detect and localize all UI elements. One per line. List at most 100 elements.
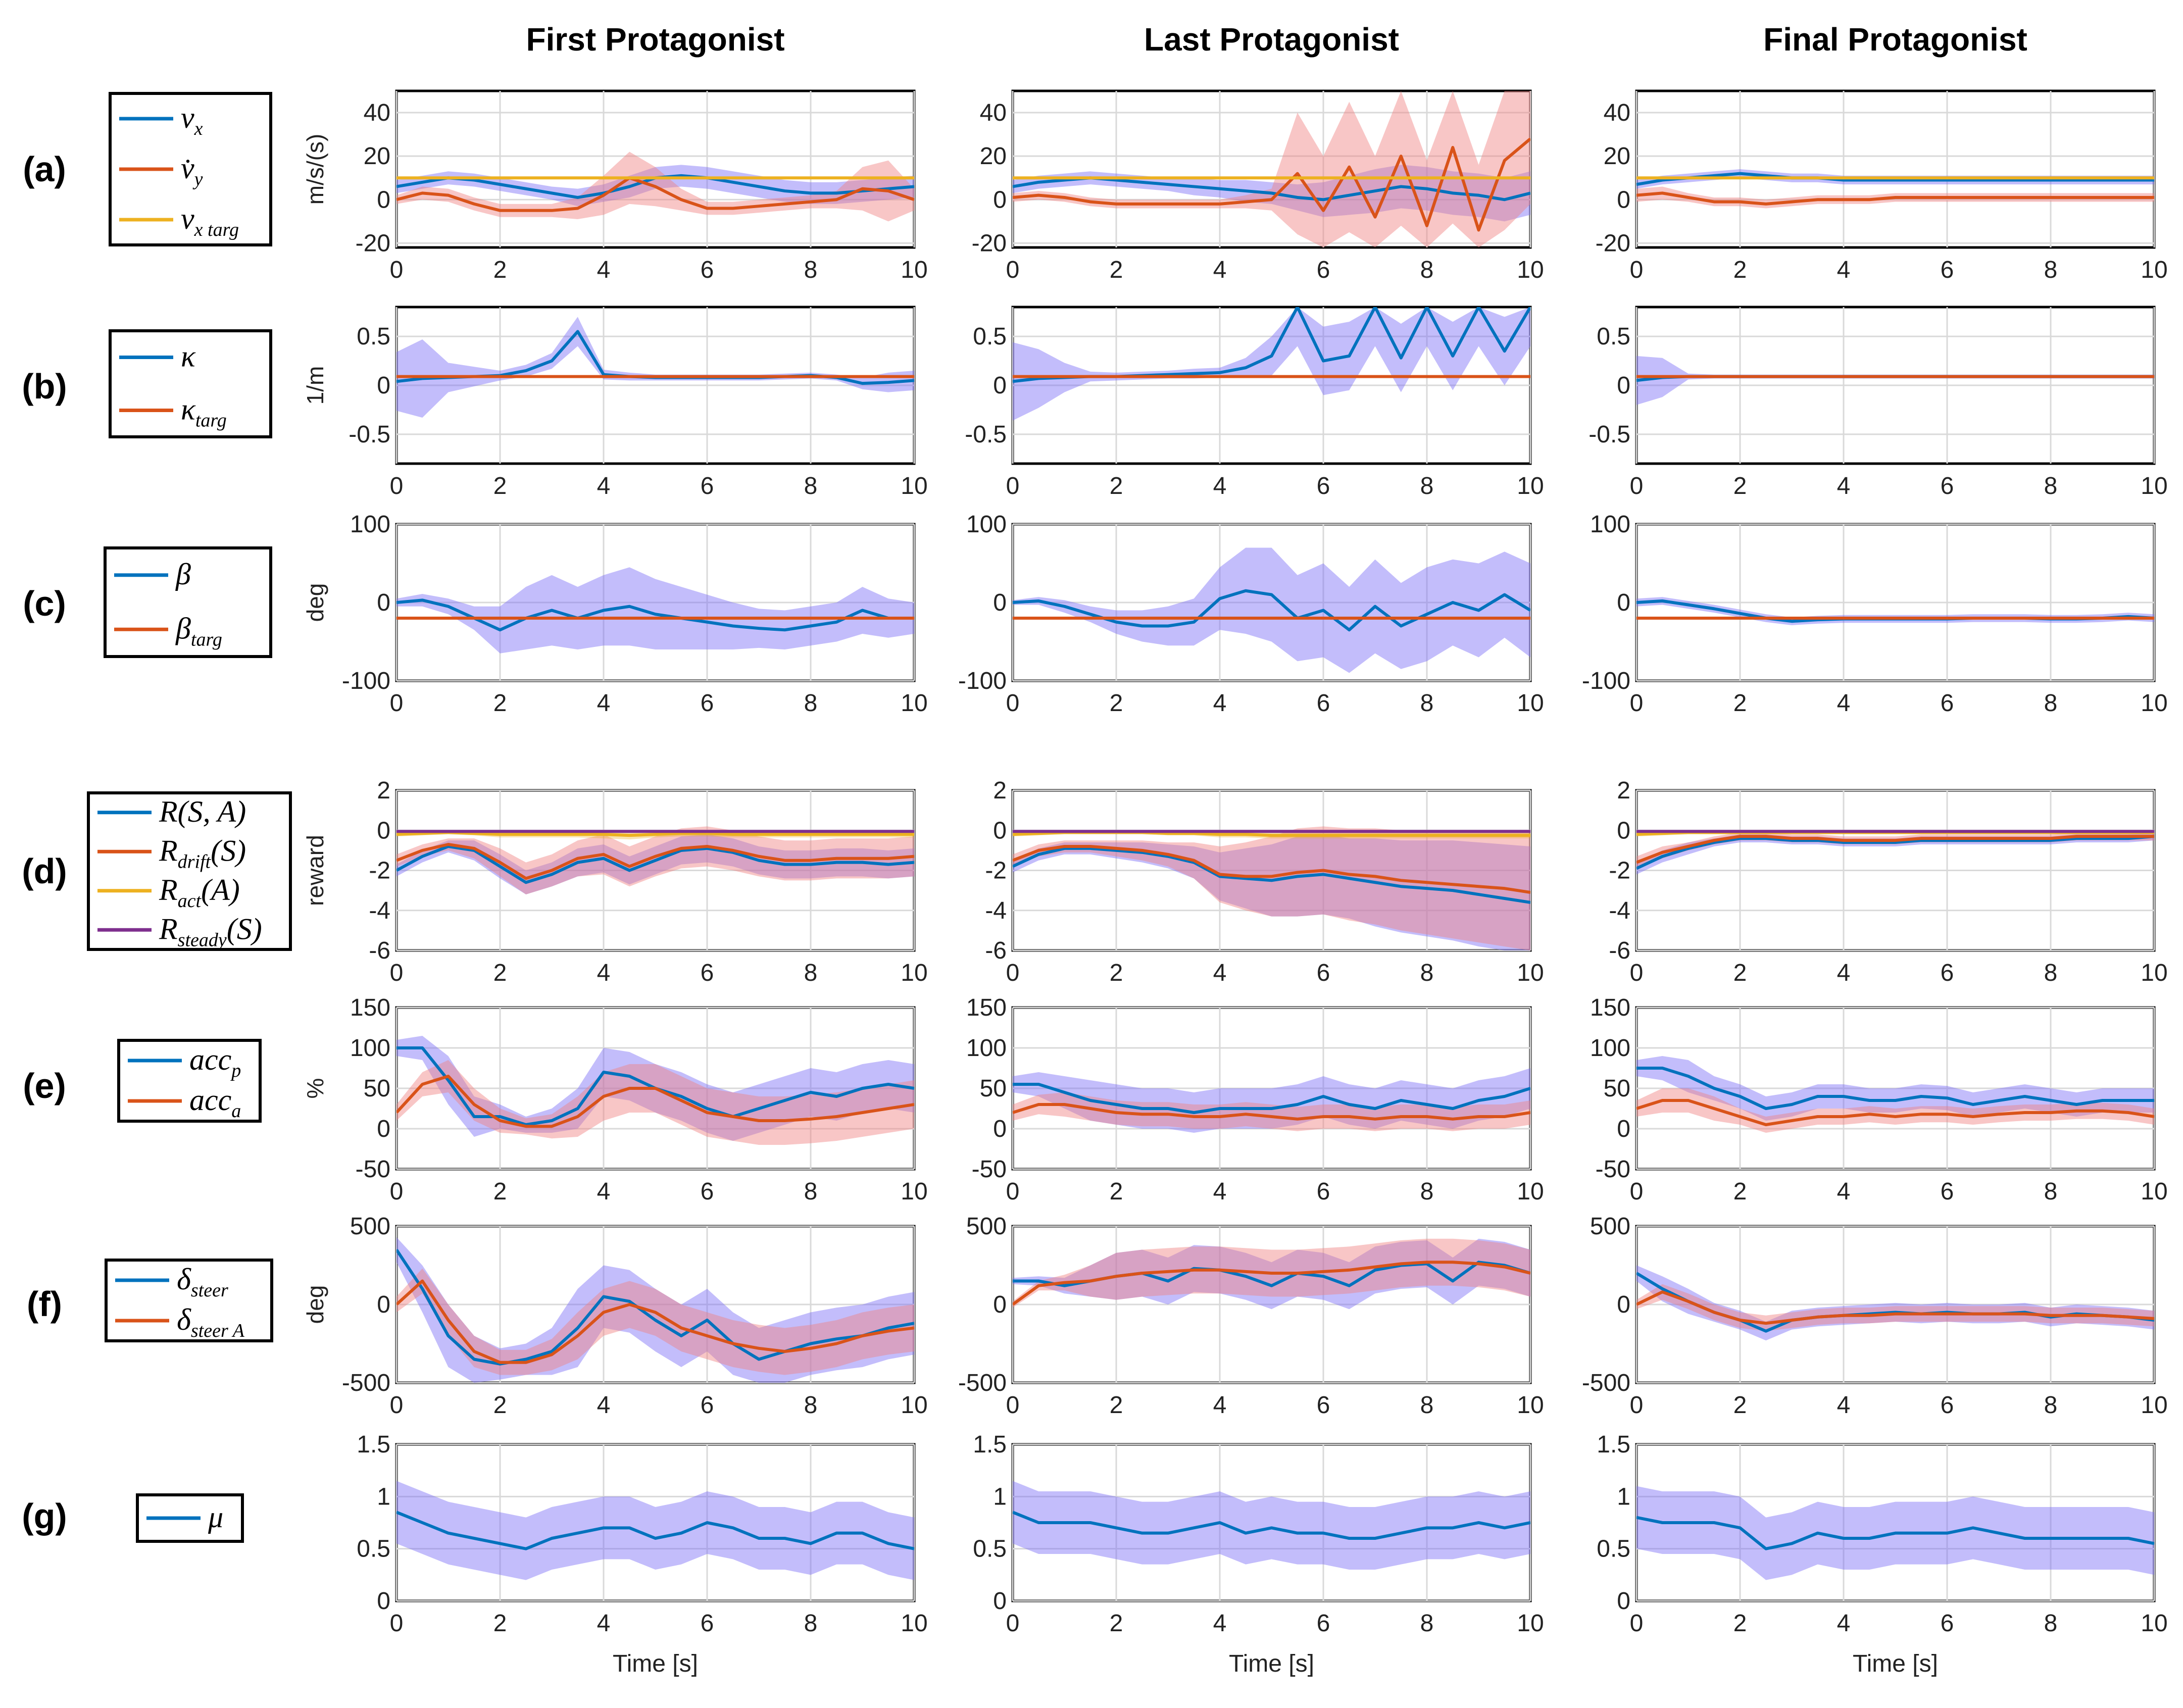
- x-tick-label: 4: [1837, 473, 1851, 499]
- x-axis-label: Time [s]: [1229, 1650, 1314, 1677]
- x-tick-label: 2: [493, 1178, 507, 1205]
- x-tick-label: 10: [901, 1178, 927, 1205]
- x-tick-label: 6: [1317, 257, 1330, 283]
- y-tick-label: 0: [993, 1291, 1007, 1318]
- band-acc-a: [1636, 1088, 2154, 1133]
- y-tick-labels: -0.5 0 0.5: [1589, 323, 1630, 448]
- y-tick-label: 0: [993, 817, 1007, 844]
- legend-entry: δsteer A: [177, 1303, 245, 1341]
- x-tick-label: 2: [1733, 1392, 1747, 1419]
- x-tick-label: 4: [1837, 1178, 1851, 1205]
- y-tick-label: 0: [377, 1588, 390, 1615]
- line-acc-p: [1013, 1083, 1530, 1114]
- panel-g-1: 0 0.5 1 1.5 0 2 4 6 8 10 Time [s]: [357, 1431, 927, 1677]
- row-label-3: (c): [23, 584, 66, 623]
- legend-subscript: steady: [178, 929, 227, 950]
- legend-symbol: β: [175, 612, 191, 645]
- line-v-x: [1636, 172, 2154, 186]
- legend-symbol: R: [159, 912, 178, 945]
- legend-entry: β: [175, 558, 191, 591]
- y-tick-label: -2: [985, 858, 1007, 884]
- x-tick-labels: 0 2 4 6 8 10: [1006, 1178, 1544, 1205]
- row-label-7: (g): [22, 1496, 67, 1536]
- y-tick-label: 0: [1617, 372, 1630, 399]
- x-tick-labels: 0 2 4 6 8 10: [1630, 257, 2168, 283]
- x-tick-label: 10: [2141, 1178, 2167, 1205]
- x-tick-label: 8: [2044, 690, 2058, 717]
- x-tick-label: 4: [597, 257, 611, 283]
- x-tick-labels: 0 2 4 6 8 10: [1630, 1178, 2168, 1205]
- column-title-3: Final Protagonist: [1763, 21, 2027, 58]
- x-tick-label: 6: [1941, 473, 1954, 499]
- band-R-S-A-: [1636, 832, 2154, 875]
- x-tick-label: 4: [597, 1610, 611, 1637]
- y-tick-label: 0.5: [973, 1536, 1007, 1563]
- y-tick-labels: -20 0 20 40: [356, 99, 390, 257]
- axes-frame: [1635, 89, 2156, 249]
- gridlines: [1635, 523, 2155, 682]
- y-tick-label: 2: [377, 777, 390, 804]
- y-tick-label: 0.5: [357, 1536, 390, 1563]
- y-tick-labels: -50 0 50 100 150: [350, 994, 390, 1183]
- x-tick-label: 0: [1630, 690, 1644, 717]
- y-tick-label: -100: [1582, 668, 1630, 694]
- x-tick-label: 0: [1006, 1178, 1020, 1205]
- line--: [1013, 1511, 1530, 1540]
- y-tick-labels: 0 0.5 1 1.5: [973, 1431, 1007, 1615]
- series-layer: [396, 317, 914, 418]
- x-tick-label: 2: [1733, 1178, 1747, 1205]
- y-axis-label: m/s/(s): [302, 134, 328, 205]
- y-tick-label: 20: [980, 143, 1007, 170]
- x-tick-labels: 0 2 4 6 8 10: [1630, 690, 2168, 717]
- x-tick-label: 8: [1420, 1392, 1434, 1419]
- y-tick-label: 500: [350, 1213, 390, 1240]
- y-tick-label: 500: [966, 1213, 1007, 1240]
- x-tick-label: 10: [901, 1392, 927, 1419]
- x-tick-label: 0: [1006, 473, 1020, 499]
- x-tick-label: 8: [1420, 960, 1434, 986]
- legend-subscript: x targ: [194, 219, 239, 240]
- x-tick-label: 0: [1006, 960, 1020, 986]
- x-tick-label: 2: [1110, 690, 1123, 717]
- x-tick-label: 6: [1941, 257, 1954, 283]
- series-layer: [1013, 1481, 1530, 1570]
- line-R-drift-S-: [1013, 844, 1530, 894]
- y-tick-label: 0: [377, 372, 390, 399]
- y-tick-label: -100: [342, 668, 390, 694]
- line--steer-A: [1636, 1290, 2154, 1325]
- gridlines: [1012, 307, 1531, 464]
- legend-entry: R(S, A): [159, 795, 246, 828]
- legend-symbol: δ: [177, 1263, 191, 1296]
- line-acc-a: [1013, 1103, 1530, 1121]
- row-label-1: (a): [23, 149, 66, 189]
- x-tick-label: 6: [701, 473, 714, 499]
- gridlines: [1012, 1225, 1531, 1384]
- series-layer: [1636, 1486, 2154, 1580]
- x-tick-label: 4: [597, 473, 611, 499]
- y-tick-label: 20: [364, 143, 390, 170]
- y-axis-label: deg: [302, 583, 328, 622]
- x-tick-label: 10: [1517, 1178, 1544, 1205]
- legend-entry: δsteer: [177, 1263, 228, 1301]
- x-tick-label: 8: [2044, 1178, 2058, 1205]
- y-tick-label: -50: [356, 1156, 390, 1183]
- line-acc-p: [1636, 1067, 2154, 1110]
- y-tick-label: 100: [966, 511, 1007, 538]
- y-tick-label: -2: [1609, 858, 1630, 884]
- x-axis-label: Time [s]: [1853, 1650, 1938, 1677]
- series-layer: [396, 1036, 914, 1145]
- row-label-5: (e): [23, 1066, 66, 1106]
- y-tick-labels: 0 0.5 1 1.5: [1597, 1431, 1630, 1615]
- line-v-y: [1013, 137, 1530, 232]
- series-layer: [1636, 1056, 2154, 1133]
- line-v-y: [396, 176, 914, 212]
- legend-entry: Ract(A): [159, 873, 240, 912]
- y-tick-label: 1: [1617, 1483, 1630, 1510]
- y-tick-label: 0: [993, 186, 1007, 213]
- band--: [396, 1481, 914, 1580]
- y-tick-labels: -100 0 100: [1582, 511, 1630, 694]
